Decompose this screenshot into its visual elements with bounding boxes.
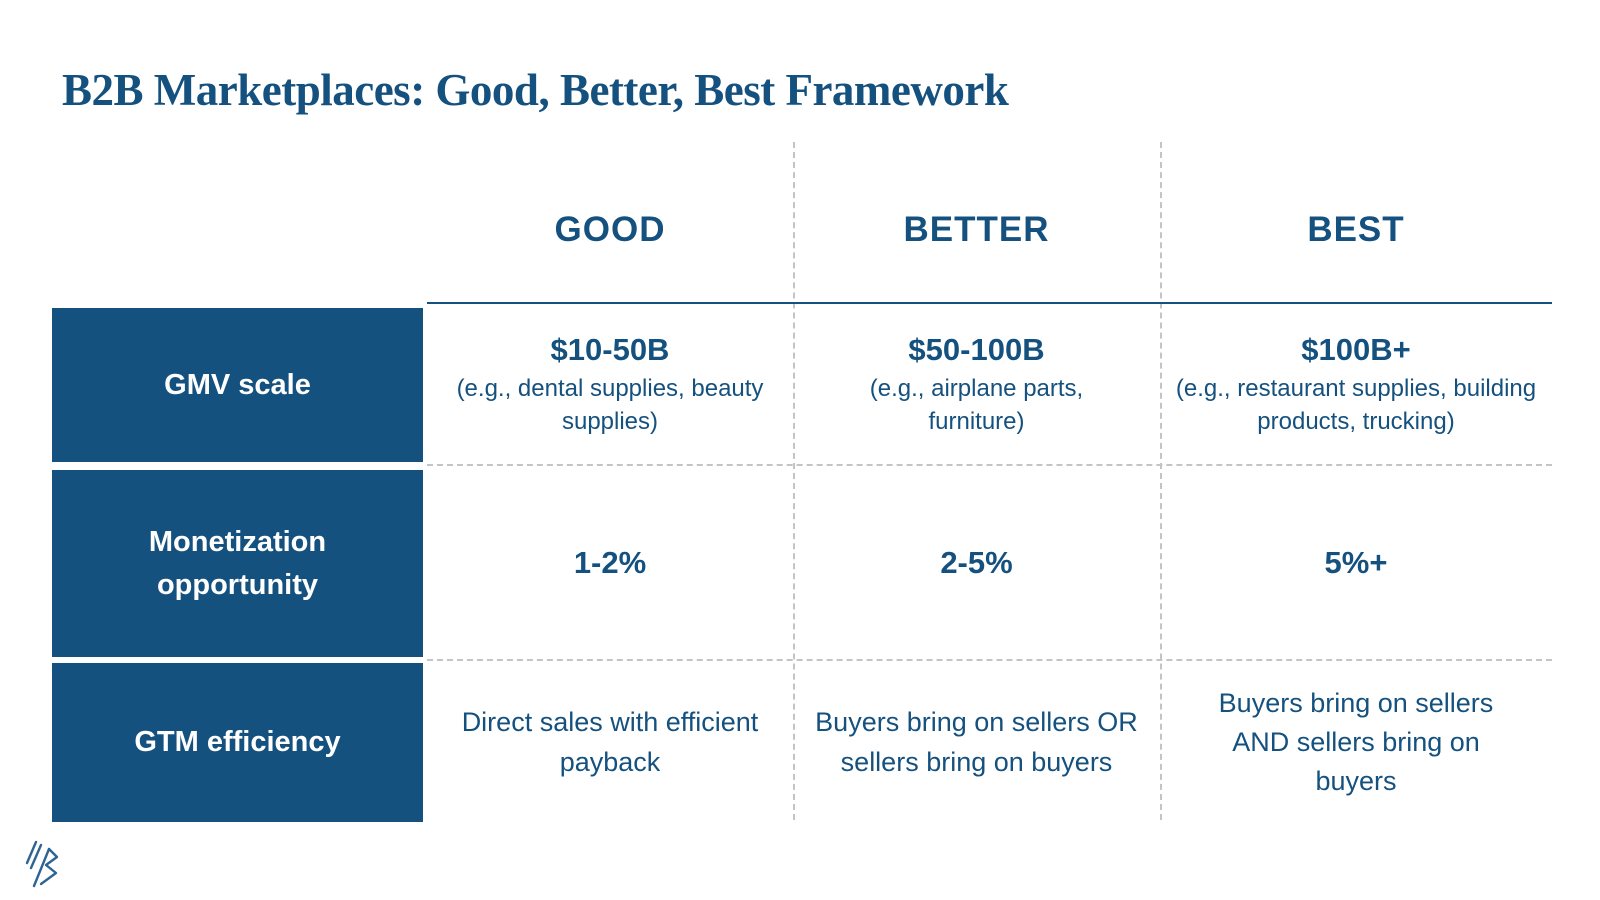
header-rule — [427, 302, 1552, 304]
cell-gmv-good: $10-50B (e.g., dental supplies, beauty s… — [427, 308, 793, 462]
row-divider-1 — [427, 464, 1552, 466]
cell-text: Buyers bring on sellers OR sellers bring… — [815, 707, 1138, 777]
cell-monetization-better: 2-5% — [793, 470, 1160, 657]
cell-gtm-best: Buyers bring on sellers AND sellers brin… — [1160, 663, 1552, 822]
cell-gmv-better: $50-100B (e.g., airplane parts, furnitur… — [793, 308, 1160, 462]
column-header-good: GOOD — [554, 210, 666, 249]
column-header-best: BEST — [1307, 210, 1405, 249]
cell-value: 5%+ — [1324, 545, 1388, 581]
row-label-monetization-opportunity: Monetization opportunity — [52, 470, 423, 657]
cell-text: Direct sales with efficient payback — [461, 707, 759, 777]
cell-gtm-good: Direct sales with efficient payback — [427, 663, 793, 822]
cell-text: Buyers bring on sellers AND sellers brin… — [1218, 687, 1494, 797]
cell-note: (e.g., dental supplies, beauty supplies) — [456, 374, 764, 436]
cell-value: 1-2% — [573, 545, 647, 581]
cell-monetization-best: 5%+ — [1160, 470, 1552, 657]
column-divider-2 — [1160, 142, 1162, 820]
cell-monetization-good: 1-2% — [427, 470, 793, 657]
cell-note: (e.g., airplane parts, furniture) — [869, 374, 1084, 436]
cell-note: (e.g., restaurant supplies, building pro… — [1175, 374, 1537, 436]
column-divider-1 — [793, 142, 795, 820]
cell-gmv-best: $100B+ (e.g., restaurant supplies, build… — [1160, 308, 1552, 462]
cell-value: $10-50B — [550, 332, 670, 368]
page-title: B2B Marketplaces: Good, Better, Best Fra… — [62, 65, 1009, 115]
column-header-better: BETTER — [903, 210, 1050, 249]
row-label-gmv-scale: GMV scale — [52, 308, 423, 462]
row-label-gtm-efficiency: GTM efficiency — [52, 663, 423, 822]
cell-value: 2-5% — [940, 545, 1013, 581]
row-divider-2 — [427, 659, 1552, 661]
cell-value: $50-100B — [908, 332, 1045, 368]
cell-value: $100B+ — [1301, 332, 1411, 368]
bessemer-mark-icon — [25, 840, 59, 888]
cell-gtm-better: Buyers bring on sellers OR sellers bring… — [793, 663, 1160, 822]
